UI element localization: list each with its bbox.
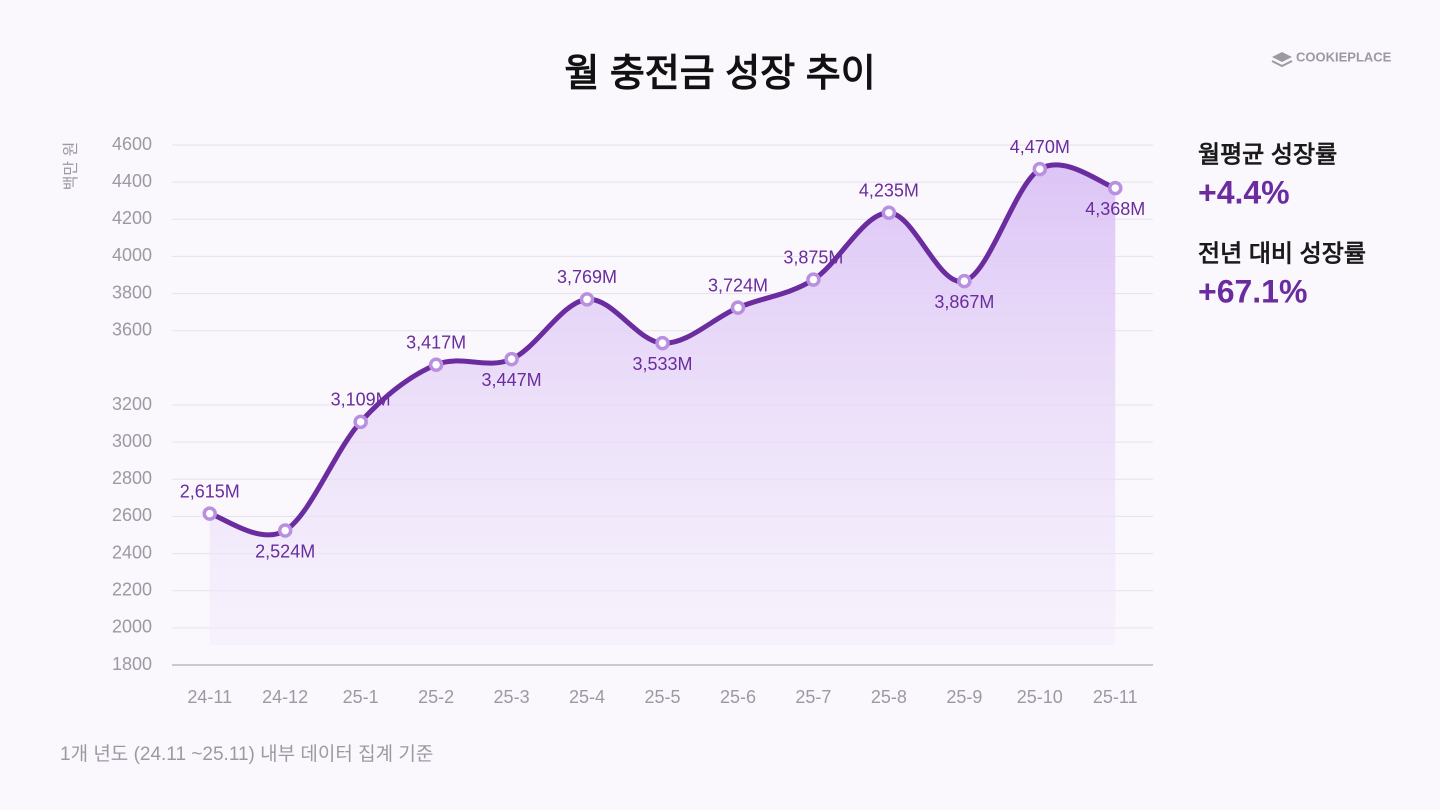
stat-label: 월평균 성장률	[1198, 141, 1337, 168]
y-tick-label: 2800	[112, 468, 152, 488]
data-label: 3,533M	[632, 354, 692, 374]
y-tick-label: 2200	[112, 579, 152, 599]
x-tick-label: 25-3	[494, 687, 530, 707]
x-tick-label: 25-2	[418, 687, 454, 707]
data-label: 3,867M	[934, 292, 994, 312]
x-tick-label: 25-5	[644, 687, 680, 707]
y-axis-label: 백만 원	[62, 142, 80, 191]
data-label: 2,615M	[180, 481, 240, 501]
data-label: 4,235M	[859, 181, 919, 201]
marker	[655, 335, 670, 351]
x-tick-label: 25-10	[1017, 687, 1063, 707]
x-tick-label: 24-11	[187, 687, 232, 707]
x-tick-label: 24-12	[262, 687, 308, 707]
y-tick-label: 1800	[112, 654, 152, 674]
y-tick-label: 4200	[112, 208, 152, 228]
data-label: 4,368M	[1085, 199, 1145, 219]
y-tick-label: 2400	[112, 542, 152, 562]
y-tick-label: 2000	[112, 617, 152, 637]
x-tick-label: 25-11	[1093, 687, 1138, 707]
marker	[881, 205, 897, 221]
y-tick-label: 2600	[112, 505, 152, 525]
x-tick-label: 25-7	[795, 687, 831, 707]
marker	[730, 300, 746, 315]
data-label: 3,875M	[783, 247, 843, 267]
y-tick-label: 3200	[112, 394, 152, 414]
stat-label: 전년 대비 성장률	[1198, 240, 1366, 267]
marker	[1032, 161, 1048, 177]
brand-name: COOKIEPLACE	[1296, 49, 1392, 64]
x-tick-label: 25-6	[720, 687, 756, 707]
chart-title: 월 충전금 성장 추이	[564, 53, 875, 95]
x-tick-label: 25-9	[946, 687, 982, 707]
stat-value: +4.4%	[1198, 174, 1290, 210]
footnote: 1개 년도 (24.11 ~25.11) 내부 데이터 집계 기준	[60, 743, 433, 765]
data-label: 3,769M	[557, 267, 617, 287]
marker	[957, 273, 972, 289]
marker	[202, 506, 217, 521]
brand-logo: COOKIEPLACE	[1271, 49, 1392, 68]
y-tick-label: 3000	[112, 431, 152, 451]
marker	[1108, 180, 1123, 196]
x-tick-label: 25-4	[569, 687, 605, 707]
x-tick-label: 25-8	[871, 687, 907, 707]
x-tick-label: 25-1	[343, 687, 379, 707]
data-label: 2,524M	[255, 541, 315, 561]
area	[209, 164, 1116, 645]
y-tick-label: 3600	[112, 319, 152, 339]
y-tick-label: 4400	[112, 171, 152, 191]
data-label: 3,447M	[482, 370, 542, 390]
marker	[579, 292, 595, 307]
data-label: 3,724M	[708, 275, 768, 295]
y-tick-label: 3800	[112, 282, 152, 302]
marker	[504, 351, 519, 367]
y-tick-label: 4600	[112, 134, 152, 154]
marker	[428, 357, 444, 372]
y-tick-label: 4000	[112, 245, 152, 265]
data-label: 3,417M	[406, 332, 466, 352]
data-label: 3,109M	[331, 390, 391, 410]
stat-value: +67.1%	[1198, 273, 1307, 309]
marker	[353, 414, 368, 430]
marker	[806, 272, 821, 287]
marker	[277, 523, 293, 538]
data-label: 4,470M	[1010, 137, 1070, 157]
